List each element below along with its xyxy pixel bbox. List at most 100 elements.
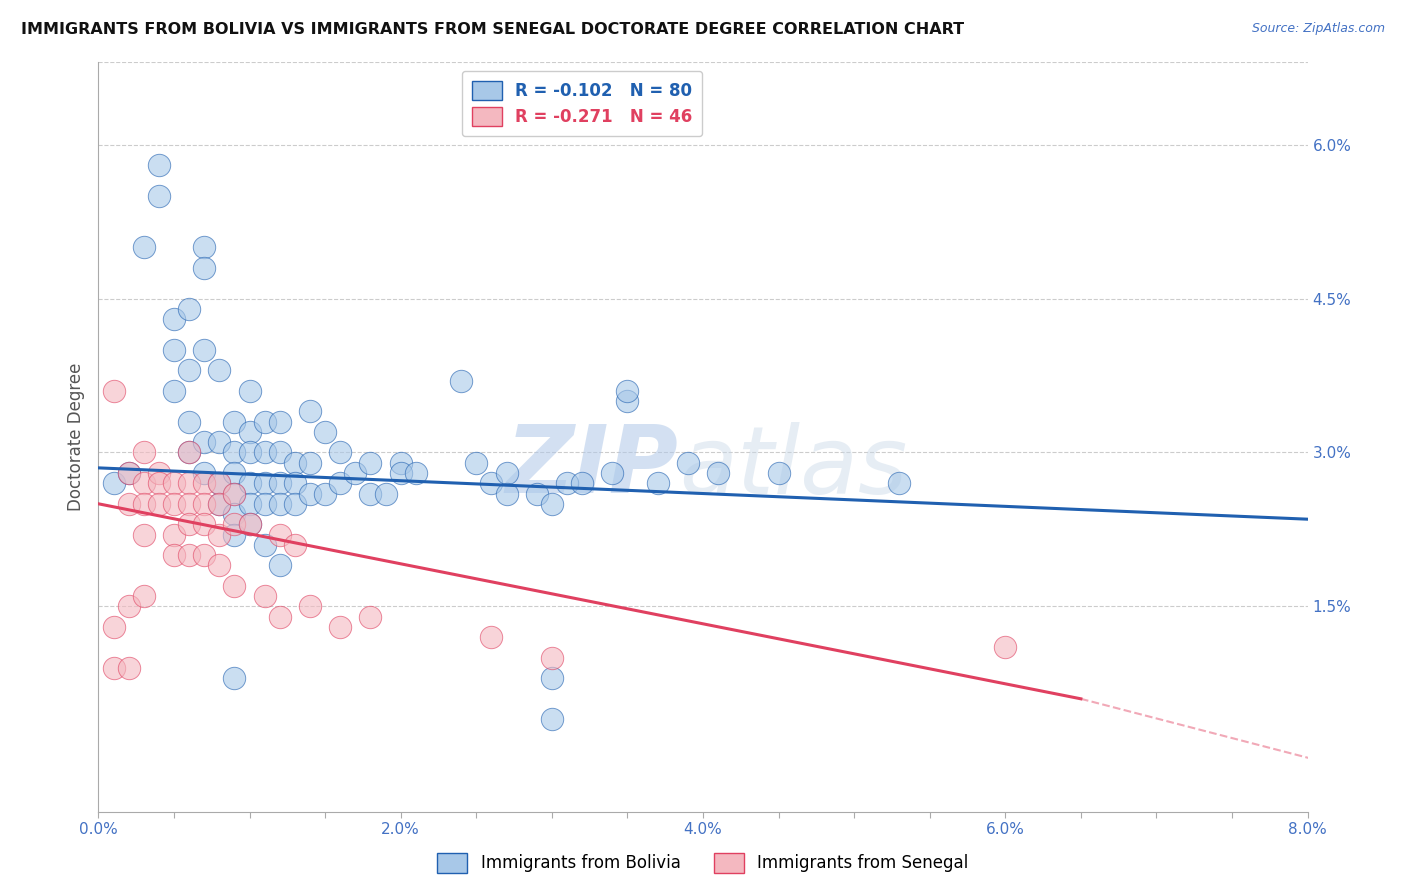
Point	[163, 548, 186, 562]
Point	[555, 476, 578, 491]
Point	[132, 240, 155, 254]
Point	[239, 445, 262, 459]
Point	[481, 476, 503, 491]
Point	[269, 558, 291, 573]
Point	[179, 415, 201, 429]
Point	[314, 486, 336, 500]
Point	[299, 456, 322, 470]
Point	[253, 589, 276, 603]
Point	[103, 661, 125, 675]
Point	[148, 466, 170, 480]
Point	[132, 476, 155, 491]
Point	[132, 497, 155, 511]
Point	[103, 384, 125, 398]
Point	[768, 466, 790, 480]
Point	[193, 343, 215, 357]
Point	[163, 384, 186, 398]
Point	[269, 497, 291, 511]
Point	[179, 363, 201, 377]
Point	[208, 497, 231, 511]
Point	[163, 343, 186, 357]
Point	[224, 486, 246, 500]
Point	[299, 486, 322, 500]
Point	[224, 445, 246, 459]
Point	[179, 445, 201, 459]
Point	[284, 476, 307, 491]
Point	[329, 445, 352, 459]
Point	[193, 466, 215, 480]
Point	[269, 476, 291, 491]
Point	[163, 312, 186, 326]
Point	[148, 189, 170, 203]
Point	[208, 476, 231, 491]
Point	[284, 456, 307, 470]
Point	[103, 476, 125, 491]
Point	[224, 579, 246, 593]
Point	[224, 527, 246, 541]
Point	[360, 456, 382, 470]
Point	[193, 435, 215, 450]
Text: IMMIGRANTS FROM BOLIVIA VS IMMIGRANTS FROM SENEGAL DOCTORATE DEGREE CORRELATION : IMMIGRANTS FROM BOLIVIA VS IMMIGRANTS FR…	[21, 22, 965, 37]
Point	[163, 476, 186, 491]
Point	[148, 476, 170, 491]
Point	[224, 466, 246, 480]
Point	[374, 486, 396, 500]
Point	[193, 548, 215, 562]
Point	[344, 466, 367, 480]
Point	[253, 497, 276, 511]
Point	[253, 415, 276, 429]
Point	[405, 466, 427, 480]
Point	[193, 260, 215, 275]
Point	[148, 158, 170, 172]
Point	[495, 486, 517, 500]
Legend: R = -0.102   N = 80, R = -0.271   N = 46: R = -0.102 N = 80, R = -0.271 N = 46	[461, 70, 703, 136]
Point	[526, 486, 548, 500]
Point	[239, 425, 262, 439]
Point	[269, 609, 291, 624]
Point	[193, 240, 215, 254]
Point	[224, 486, 246, 500]
Point	[224, 507, 246, 521]
Point	[208, 558, 231, 573]
Point	[208, 497, 231, 511]
Point	[994, 640, 1017, 655]
Point	[179, 445, 201, 459]
Text: atlas: atlas	[679, 422, 907, 513]
Point	[314, 425, 336, 439]
Point	[163, 497, 186, 511]
Point	[269, 527, 291, 541]
Text: Source: ZipAtlas.com: Source: ZipAtlas.com	[1251, 22, 1385, 36]
Point	[132, 527, 155, 541]
Point	[163, 527, 186, 541]
Point	[253, 445, 276, 459]
Point	[179, 301, 201, 316]
Point	[299, 599, 322, 614]
Point	[239, 476, 262, 491]
Point	[889, 476, 911, 491]
Point	[329, 476, 352, 491]
Point	[602, 466, 624, 480]
Point	[224, 415, 246, 429]
Point	[132, 445, 155, 459]
Point	[389, 456, 412, 470]
Point	[179, 517, 201, 532]
Point	[360, 486, 382, 500]
Point	[329, 620, 352, 634]
Point	[208, 476, 231, 491]
Point	[389, 466, 412, 480]
Point	[360, 609, 382, 624]
Point	[193, 517, 215, 532]
Point	[647, 476, 669, 491]
Point	[284, 497, 307, 511]
Point	[495, 466, 517, 480]
Point	[118, 466, 141, 480]
Point	[450, 374, 472, 388]
Point	[193, 476, 215, 491]
Point	[269, 415, 291, 429]
Point	[118, 466, 141, 480]
Point	[132, 589, 155, 603]
Point	[224, 517, 246, 532]
Point	[118, 661, 141, 675]
Point	[148, 497, 170, 511]
Point	[103, 620, 125, 634]
